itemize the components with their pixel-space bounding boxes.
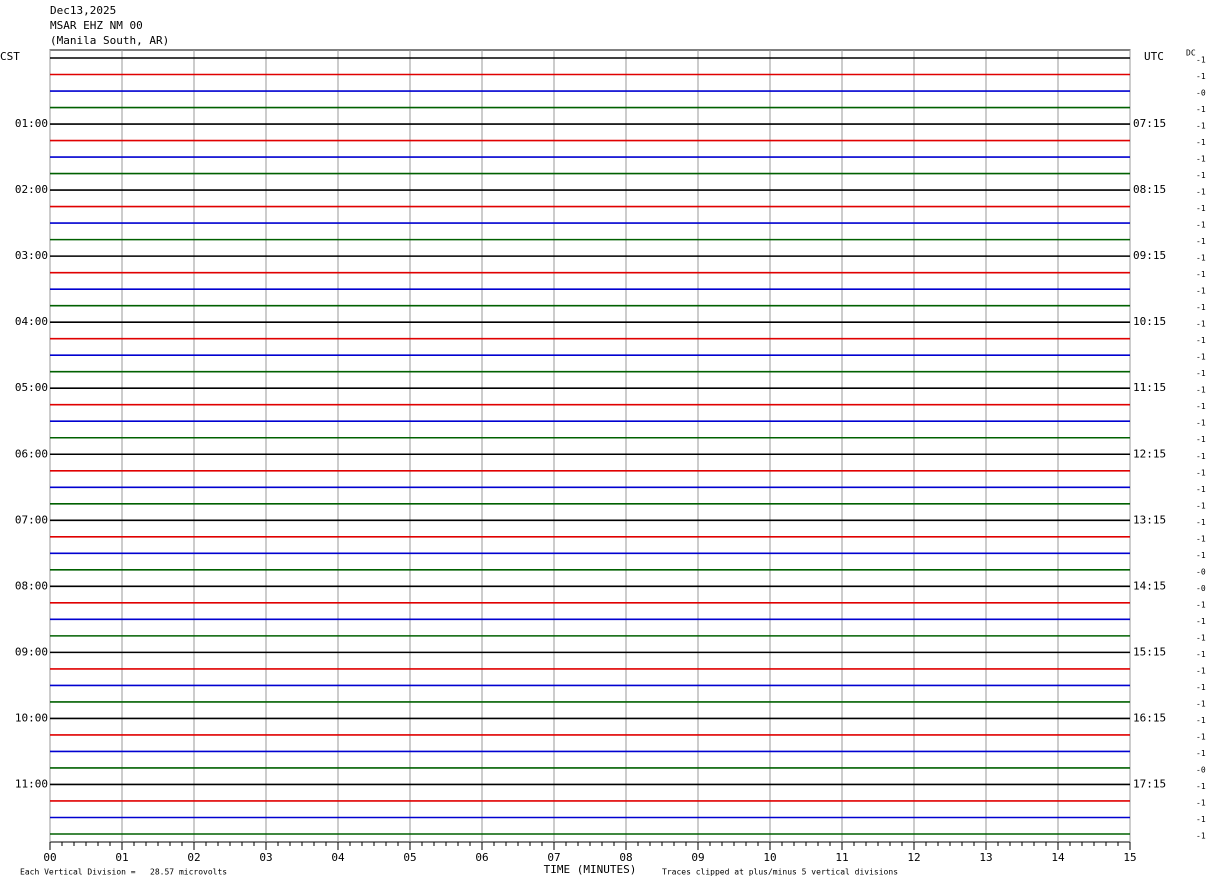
x-tick-label: 02 (187, 851, 200, 864)
dc-offset: -1 (1196, 402, 1206, 411)
dc-offset: -1 (1196, 287, 1206, 296)
dc-offset: -1 (1196, 320, 1206, 329)
dc-offset: -1 (1196, 336, 1206, 345)
x-tick-label: 08 (619, 851, 632, 864)
dc-offset: -1 (1196, 138, 1206, 147)
plot-frame (49, 49, 1131, 843)
x-tick-label: 10 (763, 851, 776, 864)
dc-offset: -1 (1196, 452, 1206, 461)
left-label: CST (0, 50, 20, 63)
dc-offset: -1 (1196, 683, 1206, 692)
cst-time: 04:00 (15, 315, 48, 328)
station: MSAR EHZ NM 00 (50, 19, 143, 32)
utc-time: 08:15 (1133, 183, 1166, 196)
cst-time: 02:00 (15, 183, 48, 196)
dc-offset: -1 (1196, 237, 1206, 246)
clip-note: Traces clipped at plus/minus 5 vertical … (662, 868, 898, 877)
dc-offset: -1 (1196, 122, 1206, 131)
dc-offset: -1 (1196, 534, 1206, 543)
x-tick-label: 01 (115, 851, 128, 864)
dc-offset: -1 (1196, 485, 1206, 494)
cst-time: 03:00 (15, 249, 48, 262)
dc-offset: -1 (1196, 204, 1206, 213)
dc-offset: -1 (1196, 600, 1206, 609)
dc-offset: -0 (1196, 584, 1206, 593)
dc-offset: -1 (1196, 386, 1206, 395)
division-note: Each Vertical Division = 28.57 microvolt… (20, 868, 227, 877)
utc-time: 16:15 (1133, 711, 1166, 724)
x-tick-label: 12 (907, 851, 920, 864)
dc-offset: -1 (1196, 716, 1206, 725)
dc-offset: -1 (1196, 633, 1206, 642)
dc-offset: -1 (1196, 832, 1206, 841)
utc-time: 09:15 (1133, 249, 1166, 262)
x-tick-label: 06 (475, 851, 488, 864)
right-label: UTC (1144, 50, 1164, 63)
dc-offset: -1 (1196, 815, 1206, 824)
cst-time: 01:00 (15, 117, 48, 130)
cst-time: 11:00 (15, 777, 48, 790)
dc-offset: -1 (1196, 699, 1206, 708)
cst-time: 09:00 (15, 645, 48, 658)
utc-time: 11:15 (1133, 381, 1166, 394)
dc-offset: -1 (1196, 782, 1206, 791)
dc-offset: -1 (1196, 221, 1206, 230)
dc-offset: -1 (1196, 798, 1206, 807)
utc-time: 13:15 (1133, 513, 1166, 526)
dc-offset: -1 (1196, 419, 1206, 428)
dc-label: DC (1186, 49, 1196, 58)
dc-offset: -0 (1196, 567, 1206, 576)
dc-offset: -1 (1196, 369, 1206, 378)
dc-offset: -1 (1196, 72, 1206, 81)
utc-time: 15:15 (1133, 645, 1166, 658)
x-tick-label: 03 (259, 851, 272, 864)
utc-time: 07:15 (1133, 117, 1166, 130)
dc-offset: -1 (1196, 617, 1206, 626)
dc-offset: -1 (1196, 303, 1206, 312)
dc-offset: -0 (1196, 765, 1206, 774)
dc-offset: -1 (1196, 254, 1206, 263)
dc-offset: -1 (1196, 501, 1206, 510)
dc-offset: -1 (1196, 270, 1206, 279)
dc-offset: -1 (1196, 749, 1206, 758)
x-tick-label: 13 (979, 851, 992, 864)
dc-offset: -1 (1196, 188, 1206, 197)
dc-offset: -1 (1196, 435, 1206, 444)
dc-offset: -1 (1196, 171, 1206, 180)
x-tick-label: 15 (1123, 851, 1136, 864)
cst-time: 06:00 (15, 447, 48, 460)
location: (Manila South, AR) (50, 34, 169, 47)
cst-time: 07:00 (15, 513, 48, 526)
x-tick-label: 07 (547, 851, 560, 864)
cst-time: 10:00 (15, 711, 48, 724)
cst-time: 05:00 (15, 381, 48, 394)
cst-time: 08:00 (15, 579, 48, 592)
dc-offset: -1 (1196, 56, 1206, 65)
utc-time: 14:15 (1133, 579, 1166, 592)
dc-offset: -1 (1196, 551, 1206, 560)
dc-offset: -1 (1196, 105, 1206, 114)
x-axis-title: TIME (MINUTES) (544, 863, 637, 876)
dc-offset: -0 (1196, 89, 1206, 98)
utc-time: 17:15 (1133, 777, 1166, 790)
x-tick-label: 14 (1051, 851, 1065, 864)
utc-time: 10:15 (1133, 315, 1166, 328)
dc-offset: -1 (1196, 650, 1206, 659)
utc-time: 12:15 (1133, 447, 1166, 460)
dc-offset: -1 (1196, 518, 1206, 527)
dc-offset: -1 (1196, 468, 1206, 477)
x-tick-label: 09 (691, 851, 704, 864)
dc-offset: -1 (1196, 666, 1206, 675)
x-tick-label: 11 (835, 851, 848, 864)
x-tick-label: 05 (403, 851, 416, 864)
x-tick-label: 04 (331, 851, 345, 864)
date: Dec13,2025 (50, 4, 116, 17)
x-tick-label: 00 (43, 851, 56, 864)
dc-offset: -1 (1196, 155, 1206, 164)
dc-offset: -1 (1196, 353, 1206, 362)
dc-offset: -1 (1196, 732, 1206, 741)
